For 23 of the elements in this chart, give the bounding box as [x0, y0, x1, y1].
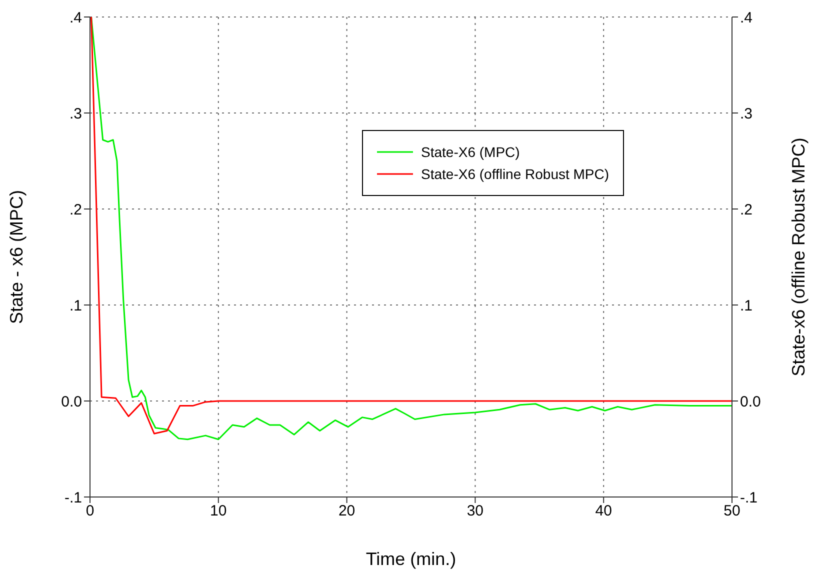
x-tick-label: 30	[466, 502, 484, 520]
y-tick-label: 0.0	[61, 393, 82, 410]
y-tick-label: .2	[69, 201, 82, 218]
y2-tick-label: .4	[740, 9, 753, 26]
y2-tick-label: .3	[740, 105, 753, 122]
x-tick-label: 0	[86, 502, 94, 520]
x-axis-title: Time (min.)	[366, 549, 456, 569]
y-tick-label: -.1	[64, 489, 82, 506]
x-tick-label: 40	[595, 502, 612, 520]
y2-tick-label: .2	[740, 201, 753, 218]
legend-label: State-X6 (MPC)	[421, 143, 520, 162]
y-tick-label: .1	[69, 297, 82, 314]
y-tick-label: .4	[69, 9, 82, 26]
y-tick-label: .3	[69, 105, 82, 122]
y-axis-title: State - x6 (MPC)	[6, 190, 26, 324]
x-tick-label: 20	[338, 502, 356, 520]
y2-tick-label: -.1	[740, 489, 758, 506]
y2-axis-title: State-x6 (offline Robust MPC)	[788, 138, 808, 376]
legend-label: State-X6 (offline Robust MPC)	[421, 165, 610, 184]
y2-tick-label: .1	[740, 297, 753, 314]
x-tick-label: 10	[210, 502, 227, 520]
x-tick-label: 50	[724, 502, 740, 520]
y2-tick-label: 0.0	[740, 393, 761, 410]
